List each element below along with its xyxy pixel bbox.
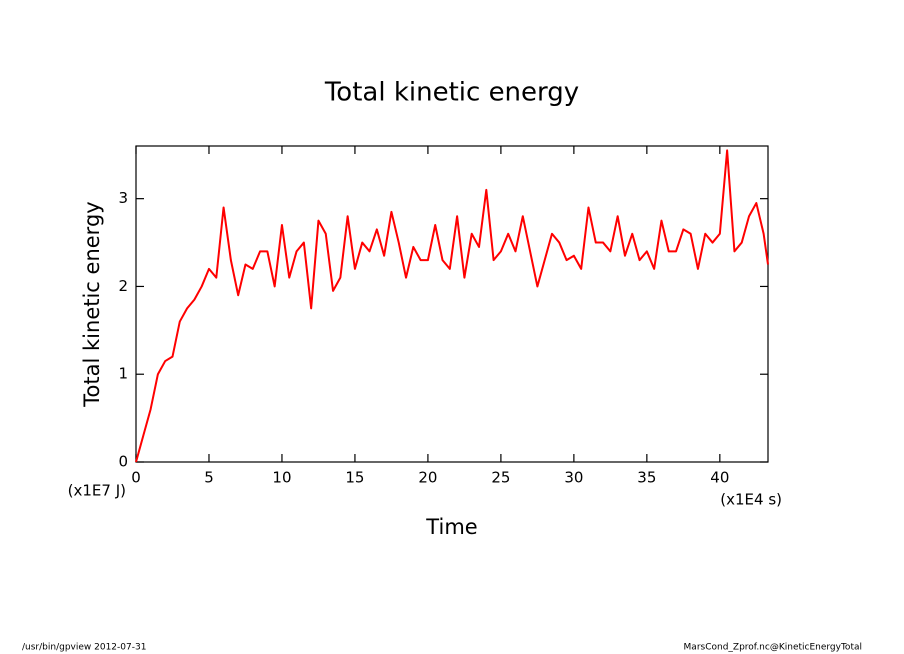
x-tick-label: 20 [418, 469, 437, 487]
y-tick-label: 2 [118, 277, 128, 295]
y-unit-label: (x1E7 J) [68, 482, 126, 500]
chart-title: Total kinetic energy [324, 78, 579, 108]
x-tick-label: 15 [345, 469, 364, 487]
y-tick-label: 3 [118, 189, 128, 207]
x-unit-label: (x1E4 s) [720, 491, 782, 509]
y-tick-label: 0 [118, 453, 128, 471]
y-axis-label: Total kinetic energy [80, 201, 104, 407]
data-line [135, 149, 769, 463]
x-tick-label: 5 [204, 469, 214, 487]
footer-right: MarsCond_Zprof.nc@KineticEnergyTotal [684, 643, 862, 653]
x-tick-label: 25 [491, 469, 510, 487]
x-tick-label: 30 [564, 469, 583, 487]
x-tick-label: 0 [131, 469, 141, 487]
y-tick-label: 1 [118, 365, 128, 383]
x-tick-label: 40 [710, 469, 729, 487]
x-tick-label: 10 [272, 469, 291, 487]
x-axis-label: Time [425, 515, 477, 539]
footer-left: /usr/bin/gpview 2012-07-31 [22, 643, 146, 653]
x-tick-label: 35 [637, 469, 656, 487]
plot-frame [135, 145, 769, 463]
